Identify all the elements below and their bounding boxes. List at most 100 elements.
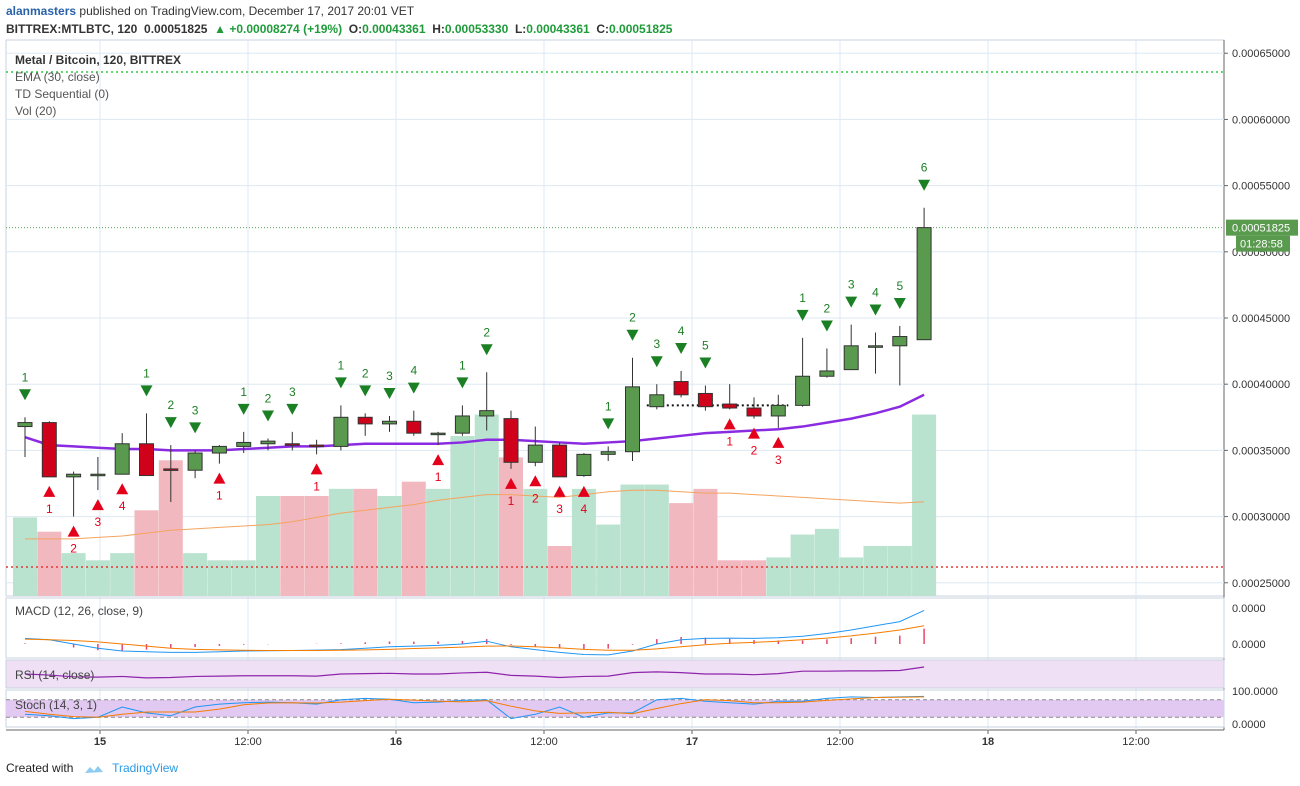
td-sell-count: 1: [726, 434, 733, 448]
candle-body[interactable]: [819, 370, 835, 377]
stoch-label[interactable]: Stoch (14, 3, 1): [15, 698, 98, 712]
macd-label[interactable]: MACD (12, 26, close, 9): [15, 604, 144, 618]
time-tick-label: 18: [982, 736, 994, 748]
candle-body[interactable]: [66, 473, 82, 478]
td-buy-marker: [286, 403, 299, 415]
vol-indicator-label[interactable]: Vol (20): [15, 104, 57, 118]
footer: Created with TradingView: [6, 761, 178, 775]
candle-body[interactable]: [722, 403, 738, 409]
candle-body[interactable]: [284, 443, 300, 446]
td-buy-marker: [359, 385, 372, 397]
price-tick-label: 0.00050000: [1232, 247, 1290, 259]
ema-indicator-label[interactable]: EMA (30, close): [15, 70, 100, 84]
td-buy-marker: [602, 418, 615, 430]
td-buy-count: 1: [22, 370, 29, 384]
candle-body[interactable]: [309, 444, 325, 448]
open-value: 0.00043361: [362, 22, 426, 36]
candle-body[interactable]: [673, 381, 689, 396]
candle-body[interactable]: [843, 345, 859, 371]
candle-body[interactable]: [697, 392, 713, 408]
candle-body[interactable]: [527, 444, 543, 463]
price-tick-label: 0.00045000: [1232, 313, 1290, 325]
main-title[interactable]: Metal / Bitcoin, 120, BITTREX: [15, 53, 182, 67]
td-sell-count: 1: [508, 494, 515, 508]
candle-body[interactable]: [479, 410, 495, 417]
time-tick-label: 12:00: [530, 736, 558, 748]
candle-body[interactable]: [139, 443, 154, 477]
volume-bar: [328, 488, 353, 596]
volume-bar: [912, 414, 937, 596]
candle-body[interactable]: [625, 386, 640, 453]
candle-body[interactable]: [795, 375, 811, 406]
volume-bar: [693, 488, 718, 596]
td-buy-count: 1: [240, 385, 247, 399]
volume-bar: [766, 557, 791, 596]
rsi-label[interactable]: RSI (14, close): [15, 668, 95, 682]
candle-body[interactable]: [868, 345, 883, 348]
candle-body[interactable]: [430, 432, 446, 436]
td-buy-marker: [383, 387, 396, 399]
candle-body[interactable]: [187, 452, 203, 471]
macd-tick-label: 0.0000: [1232, 639, 1266, 651]
td-buy-marker: [334, 377, 347, 389]
published-text: published on TradingView.com, December 1…: [79, 4, 415, 18]
close-value: 0.00051825: [609, 22, 673, 36]
macd-line: [24, 609, 925, 656]
volume-bar: [134, 510, 159, 596]
candle-body[interactable]: [649, 394, 665, 408]
volume-bar: [863, 546, 888, 596]
last-price-tag: [1226, 219, 1298, 236]
td-buy-marker: [650, 356, 663, 368]
author-link[interactable]: alanmasters: [6, 4, 77, 18]
candle-body[interactable]: [211, 445, 227, 454]
candle-body[interactable]: [90, 473, 106, 477]
td-buy-count: 3: [192, 403, 199, 417]
td-buy-count: 5: [896, 279, 903, 293]
td-sell-marker: [43, 485, 56, 497]
candle-body[interactable]: [260, 440, 276, 445]
td-buy-marker: [164, 417, 177, 429]
stoch-tick-label: 0.0000: [1232, 719, 1266, 731]
td-buy-count: 3: [848, 278, 855, 292]
rsi-pane: [5, 659, 1225, 689]
candle-body[interactable]: [236, 441, 252, 447]
candle-body[interactable]: [600, 451, 616, 455]
volume-bar: [887, 546, 912, 596]
td-sell-marker: [505, 477, 517, 489]
td-sell-marker: [577, 485, 590, 497]
td-buy-marker: [19, 389, 31, 401]
td-indicator-label[interactable]: TD Sequential (0): [15, 87, 110, 101]
candle-body[interactable]: [746, 407, 762, 417]
candle-body[interactable]: [17, 422, 33, 428]
candle-body[interactable]: [163, 468, 179, 471]
td-buy-count: 1: [338, 358, 345, 372]
volume-bar: [377, 496, 402, 596]
symbol-name: BITTREX:MTLBTC, 120: [6, 22, 138, 36]
td-buy-count: 1: [605, 399, 612, 413]
candle-body[interactable]: [406, 420, 422, 434]
td-buy-marker: [796, 309, 809, 321]
candle-body[interactable]: [454, 415, 470, 434]
td-buy-count: 2: [483, 325, 490, 339]
td-buy-marker: [869, 304, 882, 316]
td-buy-marker: [456, 377, 469, 389]
candle-body[interactable]: [916, 227, 932, 341]
candle-body[interactable]: [552, 444, 568, 478]
candle-body[interactable]: [41, 422, 57, 478]
candle-body[interactable]: [503, 418, 519, 463]
candle-body[interactable]: [114, 443, 130, 475]
candle-body[interactable]: [382, 420, 397, 425]
candle-body[interactable]: [892, 336, 908, 347]
td-buy-marker: [893, 297, 906, 309]
macd-signal-line: [24, 625, 925, 651]
td-buy-count: 1: [143, 366, 150, 380]
candle-body[interactable]: [576, 453, 592, 477]
candle-body[interactable]: [333, 416, 349, 447]
candle-body[interactable]: [357, 416, 373, 425]
time-tick-label: 17: [686, 736, 698, 748]
countdown-tag: [1236, 235, 1290, 252]
candle-body[interactable]: [770, 404, 786, 417]
td-sell-marker: [67, 525, 80, 537]
tradingview-link[interactable]: TradingView: [112, 761, 179, 775]
